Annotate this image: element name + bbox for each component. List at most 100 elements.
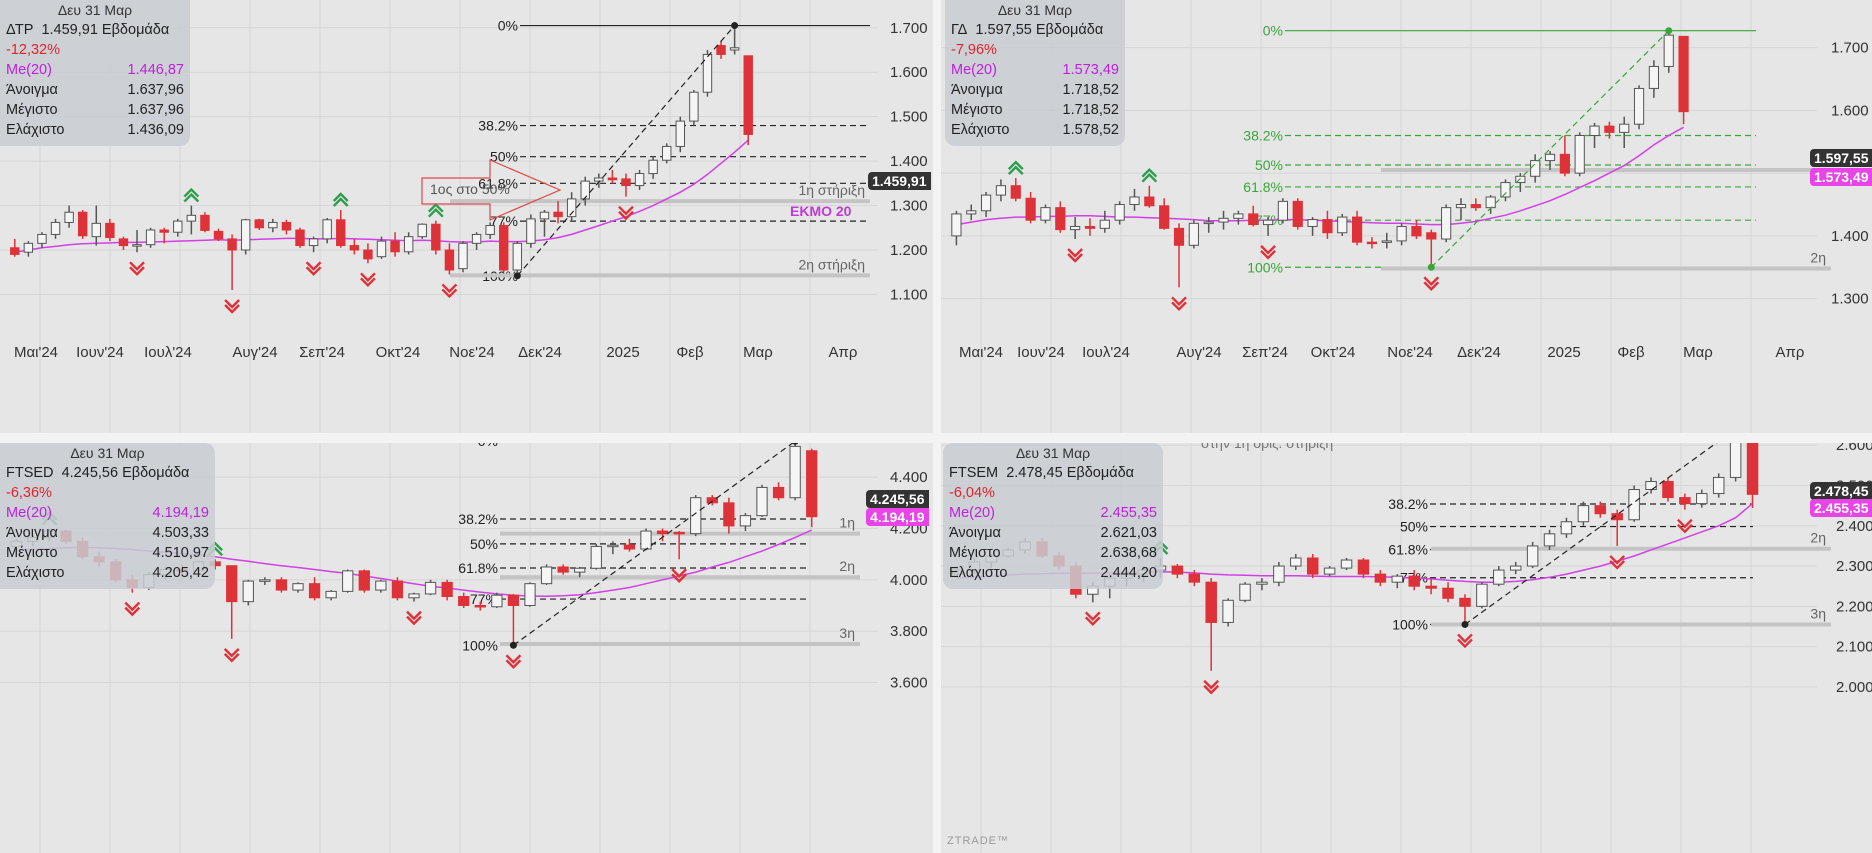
ma-value: 1.573,49: [1062, 62, 1119, 78]
fib-level-label: 38.2%: [1388, 496, 1428, 512]
candle-body: [325, 590, 337, 599]
candle-body: [1188, 222, 1199, 246]
candle-body: [1173, 227, 1185, 246]
candle-body: [242, 580, 254, 603]
candle-body: [1574, 134, 1585, 174]
info-symbol-line: ΔΤΡ 1.459,91 Εβδομάδα: [6, 20, 169, 40]
candle-body: [186, 214, 197, 222]
candle-body: [574, 567, 586, 573]
candle-body: [1337, 216, 1348, 234]
ma-value: 1.446,87: [127, 62, 184, 78]
last-price: 2.478,45: [1006, 465, 1063, 481]
candle-body: [512, 242, 523, 271]
candle-body: [1262, 219, 1274, 226]
candle-body: [1530, 160, 1541, 177]
candle-body: [444, 249, 455, 271]
fib-level-label: 61.8%: [458, 560, 498, 576]
x-tick-label: Ιουν'24: [1017, 344, 1065, 361]
candle-body: [590, 545, 602, 569]
candle-body: [1515, 175, 1526, 184]
candle-body: [471, 233, 482, 244]
y-tick-label: 1.200: [890, 242, 928, 259]
candle-body: [1366, 241, 1378, 245]
candle-body: [1493, 569, 1505, 585]
candle-body: [743, 55, 753, 135]
candle-body: [1712, 476, 1725, 495]
x-tick-label: Δεκ'24: [518, 344, 562, 361]
candle-body: [1426, 232, 1437, 240]
low-value: 4.205,42: [152, 565, 209, 581]
symbol: FTSEM: [949, 465, 999, 481]
candle-body: [1084, 225, 1096, 229]
candle-body: [789, 445, 801, 499]
candle-body: [1323, 567, 1336, 575]
candle-body: [1222, 599, 1234, 623]
fib-level-label: 50%: [1255, 157, 1283, 173]
ztrade-logo: ZTRADE™: [947, 835, 1009, 847]
signal-down-arrow: [124, 601, 141, 617]
candle-body: [1306, 557, 1319, 575]
candle-body: [1273, 565, 1285, 583]
candle-body: [491, 594, 503, 608]
candle-body: [322, 219, 332, 240]
candle-body: [10, 247, 20, 255]
open-label: Άνοιγμα: [951, 82, 1003, 98]
signal-down-arrow: [406, 610, 422, 626]
high-label: Μέγιστο: [6, 102, 58, 118]
signal-down-arrow: [223, 647, 240, 663]
candle-body: [1144, 196, 1155, 207]
candle-body: [1025, 197, 1036, 221]
chart-svg-dtr: 1.700 1.600 1.500 1.400 1.300 1.200 1.100 Μαι'2…: [0, 0, 928, 433]
fib-diagonal-line: [516, 25, 736, 277]
info-symbol-line: ΓΔ 1.597,55 Εβδομάδα: [951, 20, 1103, 40]
candle-body: [403, 236, 414, 253]
candle-body: [702, 53, 713, 93]
x-tick-label: Απρ: [1776, 344, 1805, 361]
candle-body: [540, 566, 553, 585]
price-tag-ma: 4.194,19: [866, 508, 929, 526]
fib-level-label: 61.8%: [1243, 179, 1283, 195]
candle-body: [980, 194, 992, 212]
candle-body: [275, 579, 288, 591]
candle-body: [1470, 204, 1481, 209]
ma-label: Me(20): [6, 505, 52, 521]
candle-body: [524, 583, 536, 606]
candle-body: [566, 198, 577, 218]
low-label: Ελάχιστο: [949, 565, 1008, 581]
candle-body: [213, 230, 224, 240]
signal-down-arrow: [1171, 296, 1187, 312]
candle-body: [640, 530, 652, 550]
candle-body: [458, 242, 468, 270]
x-tick-label: Ιουλ'24: [144, 344, 192, 361]
candle-body: [739, 515, 752, 527]
candle-body: [458, 595, 470, 606]
candle-body: [77, 211, 88, 237]
support-label: 2η στήριξη: [798, 256, 865, 272]
candle-body: [1159, 205, 1170, 229]
high-value: 2.638,68: [1100, 545, 1157, 561]
candle-body: [1500, 182, 1511, 198]
candle-body: [1663, 34, 1674, 67]
candle-body: [1099, 219, 1110, 229]
candle-body: [656, 530, 669, 535]
signal-up-arrow: [183, 187, 200, 203]
candle-body: [336, 219, 346, 247]
candle-body: [1633, 87, 1645, 125]
candle-body: [716, 45, 726, 55]
candle-body: [424, 581, 437, 595]
candle-body: [1662, 480, 1674, 499]
x-tick-label: Φεβ: [1617, 344, 1645, 361]
open-value: 2.621,03: [1100, 525, 1157, 541]
ma20-line: [14, 139, 749, 253]
fib-anchor-low: [1427, 263, 1435, 271]
chart-panel-gd: 1.7001.6001.5001.4001.300Μαι'24Ιουν'24Ιο…: [941, 0, 1872, 433]
fib-level-label: 38.2%: [1243, 127, 1283, 143]
candle-body: [1543, 533, 1556, 547]
signal-down-arrow: [1084, 611, 1101, 627]
candle-body: [706, 497, 718, 504]
candle-body: [806, 450, 818, 518]
info-box-dtr: Δευ 31 Μαρ ΔΤΡ 1.459,91 Εβδομάδα -12,32%…: [0, 0, 190, 146]
candle-body: [431, 223, 441, 251]
candle-body: [553, 211, 563, 218]
last-price: 1.597,55: [975, 22, 1032, 38]
